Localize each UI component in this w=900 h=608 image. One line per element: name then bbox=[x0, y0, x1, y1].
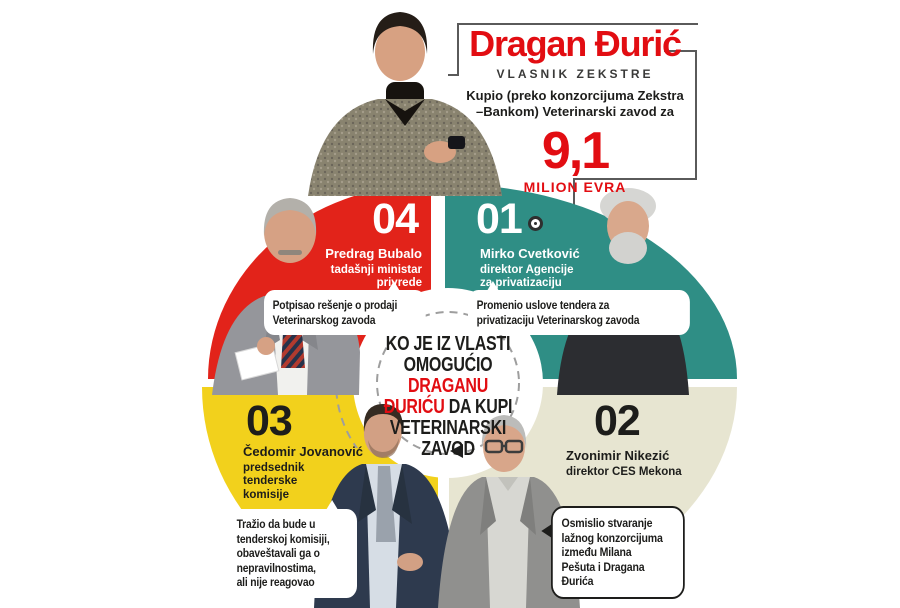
ring-dot bbox=[534, 222, 537, 225]
connector-line bbox=[664, 50, 697, 52]
purchase-description: Kupio (preko konzorcijuma Zekstra –Banko… bbox=[466, 88, 684, 120]
question-line: KO JE IZ VLASTI bbox=[385, 333, 511, 355]
header-block: Dragan Đurić VLASNIK ZEKSTRE Kupio (prek… bbox=[430, 26, 720, 195]
callout-mirko-cvetkovic: Promenio uslove tendera za privatizaciju… bbox=[468, 281, 690, 335]
question-line: OMOGUĆIO DRAGANU bbox=[403, 354, 493, 397]
center-question: KO JE IZ VLASTI OMOGUĆIO DRAGANU ĐURIĆU DA… bbox=[372, 334, 524, 460]
person-label-zvonimir-nikezic: Zvonimir Nikezić direktor CES Mekona bbox=[566, 448, 682, 478]
step-number-04: 04 bbox=[372, 195, 419, 243]
step-number-01: 01 bbox=[476, 195, 523, 243]
bubble-tail bbox=[326, 500, 339, 510]
callout-zvonimir-nikezic: Osmislio stvaranje lažnog konzorcijuma i… bbox=[541, 506, 685, 599]
person-label-mirko-cvetkovic: Mirko Cvetković direktor Agencije za priv… bbox=[480, 246, 580, 290]
callout-predrag-bubalo: Potpisao rešenje o prodaji Veterinarskog… bbox=[264, 281, 426, 335]
connector-line bbox=[573, 178, 697, 180]
bubble-tail bbox=[387, 281, 400, 291]
page-title: Dragan Đurić bbox=[469, 23, 682, 64]
bubble-tail bbox=[486, 281, 499, 291]
person-label-predrag-bubalo: Predrag Bubalo tadašnji ministar privrede bbox=[325, 246, 422, 290]
amount-unit: MILION EVRA bbox=[523, 178, 627, 195]
bubble-tail bbox=[541, 524, 552, 538]
step-number-03: 03 bbox=[246, 397, 293, 445]
target-ring-icon bbox=[528, 216, 543, 231]
connector-line bbox=[573, 178, 575, 225]
connector-line bbox=[448, 74, 459, 76]
question-line: ĐURIĆU DA KUPI bbox=[383, 396, 513, 418]
callout-cedomir-jovanovic: Tražio da bude u tenderskoj komisiji, ob… bbox=[228, 500, 357, 598]
person-label-cedomir-jovanovic: Čedomir Jovanović predsednik tenderske ko… bbox=[243, 444, 363, 502]
connector-line bbox=[457, 23, 698, 25]
photo-dragan-djuric bbox=[308, 12, 502, 196]
amount-value: 9,1 bbox=[541, 121, 610, 180]
question-line: VETERINARSKI bbox=[389, 417, 507, 439]
step-number-02: 02 bbox=[594, 397, 641, 445]
connector-line bbox=[457, 23, 459, 76]
connector-line bbox=[695, 50, 697, 180]
question-line: ZAVOD bbox=[421, 438, 475, 460]
owner-subtitle: VLASNIK ZEKSTRE bbox=[496, 67, 654, 81]
photo-zvonimir-nikezic bbox=[438, 415, 580, 608]
